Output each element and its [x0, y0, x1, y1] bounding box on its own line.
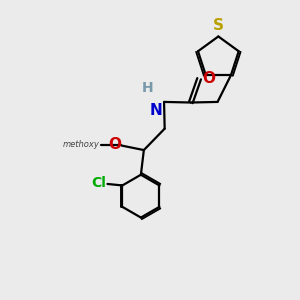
Text: S: S — [213, 19, 224, 34]
Text: H: H — [142, 81, 154, 95]
Text: O: O — [108, 137, 121, 152]
Text: O: O — [202, 71, 215, 86]
Text: Cl: Cl — [92, 176, 106, 190]
Text: methoxy: methoxy — [63, 140, 100, 148]
Text: N: N — [150, 103, 163, 118]
